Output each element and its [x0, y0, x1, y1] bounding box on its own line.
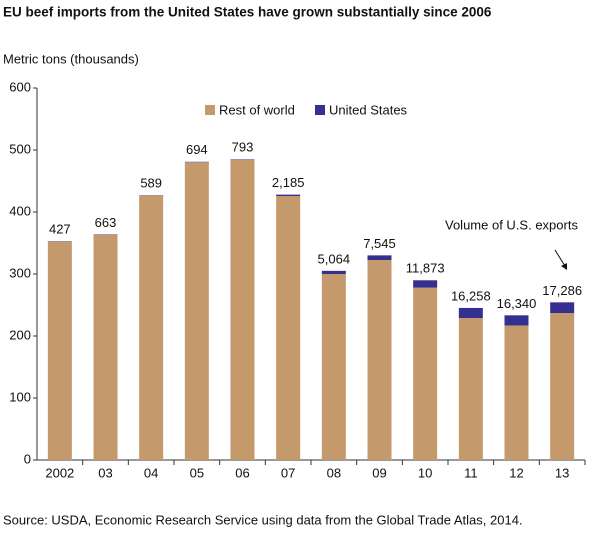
x-tick-label: 09 — [372, 465, 386, 480]
bar-segment — [139, 195, 164, 460]
bar-segment — [276, 194, 301, 197]
bar-segment — [550, 302, 575, 314]
bar-segment — [413, 287, 438, 460]
bar-segment — [230, 159, 255, 460]
x-tick-label: 13 — [555, 465, 569, 480]
bar-segment — [367, 260, 392, 460]
data-label: 5,064 — [318, 251, 351, 266]
data-label: 589 — [140, 176, 162, 191]
annotation-arrowhead — [561, 263, 567, 270]
x-tick-label: 08 — [327, 465, 341, 480]
y-tick-label: 400 — [9, 203, 31, 218]
legend-label: Rest of world — [219, 102, 295, 117]
bar-segment — [184, 162, 209, 461]
bar-segment — [458, 307, 483, 319]
data-label: 11,873 — [406, 261, 445, 276]
y-tick-label: 0 — [24, 451, 31, 466]
data-label: 16,340 — [497, 296, 537, 311]
data-label: 663 — [95, 215, 117, 230]
bar-segment — [458, 318, 483, 460]
data-label: 7,545 — [363, 236, 396, 251]
y-tick-label: 200 — [9, 327, 31, 342]
annotation: Volume of U.S. exports — [445, 217, 578, 232]
annotation-arrow — [554, 249, 566, 267]
x-tick-label: 03 — [98, 465, 112, 480]
data-label: 694 — [186, 142, 208, 157]
x-tick-label: 04 — [144, 465, 158, 480]
bar-segment — [276, 196, 301, 460]
x-tick-label: 07 — [281, 465, 295, 480]
data-label: 793 — [232, 140, 254, 155]
x-tick-label: 12 — [509, 465, 523, 480]
bar-segment — [321, 270, 346, 274]
x-tick-label: 11 — [464, 465, 478, 480]
source-note: Source: USDA, Economic Research Service … — [3, 512, 523, 527]
bar-segment — [504, 315, 529, 326]
data-label: 17,286 — [542, 283, 582, 298]
bar-segment — [413, 280, 438, 288]
bar-segment — [504, 325, 529, 460]
x-tick-label: 10 — [418, 465, 432, 480]
bar-segment — [93, 234, 118, 460]
y-tick-label: 100 — [9, 389, 31, 404]
data-label: 2,185 — [272, 175, 305, 190]
x-tick-label: 05 — [190, 465, 204, 480]
data-label: 427 — [49, 222, 71, 237]
bar-segment — [47, 241, 72, 460]
legend-swatch — [315, 105, 325, 115]
chart-title: EU beef imports from the United States h… — [3, 5, 492, 20]
y-axis-label: Metric tons (thousands) — [3, 51, 139, 66]
bar-segment — [321, 274, 346, 460]
y-tick-label: 500 — [9, 141, 31, 156]
x-tick-label: 2002 — [45, 465, 74, 480]
y-tick-label: 600 — [9, 79, 31, 94]
bar-segment — [367, 255, 392, 261]
bar-segment — [550, 313, 575, 460]
data-label: 16,258 — [451, 288, 491, 303]
x-tick-label: 06 — [235, 465, 249, 480]
y-tick-label: 300 — [9, 265, 31, 280]
legend-swatch — [205, 105, 215, 115]
legend-label: United States — [329, 102, 408, 117]
